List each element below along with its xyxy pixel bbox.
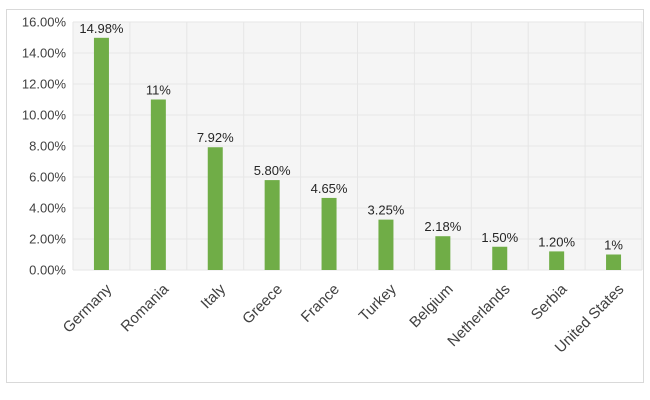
data-label: 3.25% [368, 203, 405, 218]
bar [549, 251, 565, 270]
data-label: 2.18% [424, 219, 461, 234]
gridlines [72, 21, 643, 271]
bar [378, 219, 394, 270]
y-tick-label: 6.00% [29, 170, 66, 185]
y-tick-label: 14.00% [22, 46, 67, 61]
bar [606, 254, 622, 270]
x-category-label: France [298, 281, 343, 326]
y-tick-label: 4.00% [29, 201, 66, 216]
bar [207, 147, 223, 270]
y-tick-label: 8.00% [29, 139, 66, 154]
data-label: 4.65% [311, 181, 348, 196]
data-label: 1.20% [538, 234, 575, 249]
data-label: 5.80% [254, 163, 291, 178]
x-axis-categories: Germany Romania Italy Greece France Turkey Bel… [60, 280, 628, 356]
y-axis-ticks: 0.00% 2.00% 4.00% 6.00% 8.00% 10.00% 12.00% 14.… [22, 15, 67, 278]
x-category-label: Italy [198, 280, 230, 312]
x-category-label: Greece [239, 281, 286, 328]
x-category-label: Belgium [406, 281, 456, 331]
x-category-label: Turkey [356, 280, 400, 324]
bar [264, 180, 280, 270]
x-category-label: Germany [60, 280, 116, 336]
y-tick-label: 2.00% [29, 232, 66, 247]
y-tick-label: 12.00% [22, 77, 67, 92]
bar [321, 197, 337, 270]
x-category-label: Romania [118, 280, 173, 335]
bar [150, 99, 166, 270]
data-label: 1% [604, 238, 623, 253]
y-tick-label: 16.00% [22, 15, 67, 30]
data-label: 14.98% [79, 21, 124, 36]
data-labels: 14.98% 11% 7.92% 5.80% 4.65% 3.25% 2.18% 1.50% 1… [79, 21, 623, 253]
y-tick-label: 10.00% [22, 108, 67, 123]
data-label: 11% [146, 83, 171, 98]
bar [492, 246, 508, 270]
data-label: 1.50% [481, 230, 518, 245]
bars [93, 37, 622, 271]
bar [435, 236, 451, 270]
y-tick-label: 0.00% [29, 263, 66, 278]
x-category-label: Serbia [528, 280, 571, 323]
bar [93, 37, 109, 271]
data-label: 7.92% [197, 130, 234, 145]
